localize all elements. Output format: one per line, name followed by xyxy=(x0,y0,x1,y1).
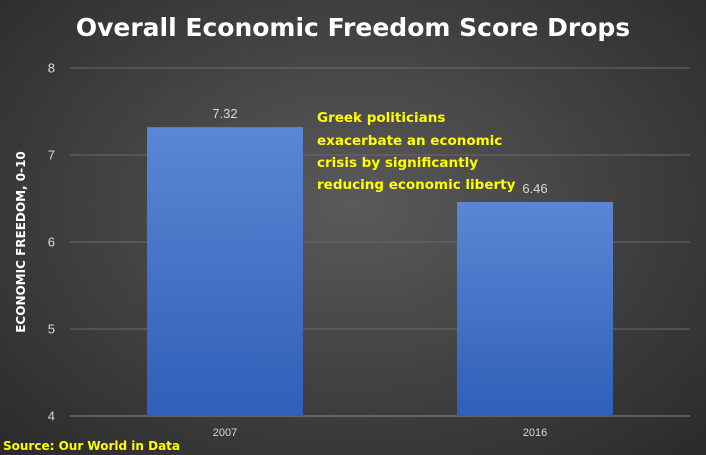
source-note: Source: Our World in Data xyxy=(3,439,180,453)
y-tick-label: 4 xyxy=(48,409,55,424)
data-label: 6.46 xyxy=(522,181,547,196)
y-tick-label: 7 xyxy=(48,148,55,163)
bar-2007 xyxy=(147,127,303,416)
annotation-line-4: reducing economic liberty xyxy=(317,177,516,193)
bar-2016 xyxy=(457,201,613,416)
y-axis-ticks: 4 5 6 7 8 xyxy=(48,61,55,424)
annotation-line-3: crisis by significantly xyxy=(317,155,478,171)
y-tick-label: 6 xyxy=(48,235,55,250)
bars xyxy=(147,127,613,416)
y-tick-label: 8 xyxy=(48,61,55,76)
annotation-line-2: exacerbate an economic xyxy=(317,133,502,149)
data-label: 7.32 xyxy=(212,106,237,121)
x-tick-label: 2007 xyxy=(213,427,237,439)
y-axis-label: ECONOMIC FREEDOM, 0-10 xyxy=(14,151,28,333)
y-tick-label: 5 xyxy=(48,322,55,337)
annotation-line-1: Greek politicians xyxy=(317,110,445,126)
annotation: Greek politicians exacerbate an economic… xyxy=(317,110,516,193)
chart-title: Overall Economic Freedom Score Drops xyxy=(76,13,630,42)
x-axis-ticks: 2007 2016 xyxy=(213,427,547,439)
data-labels: 7.32 6.46 xyxy=(212,106,547,196)
x-tick-label: 2016 xyxy=(523,427,547,439)
